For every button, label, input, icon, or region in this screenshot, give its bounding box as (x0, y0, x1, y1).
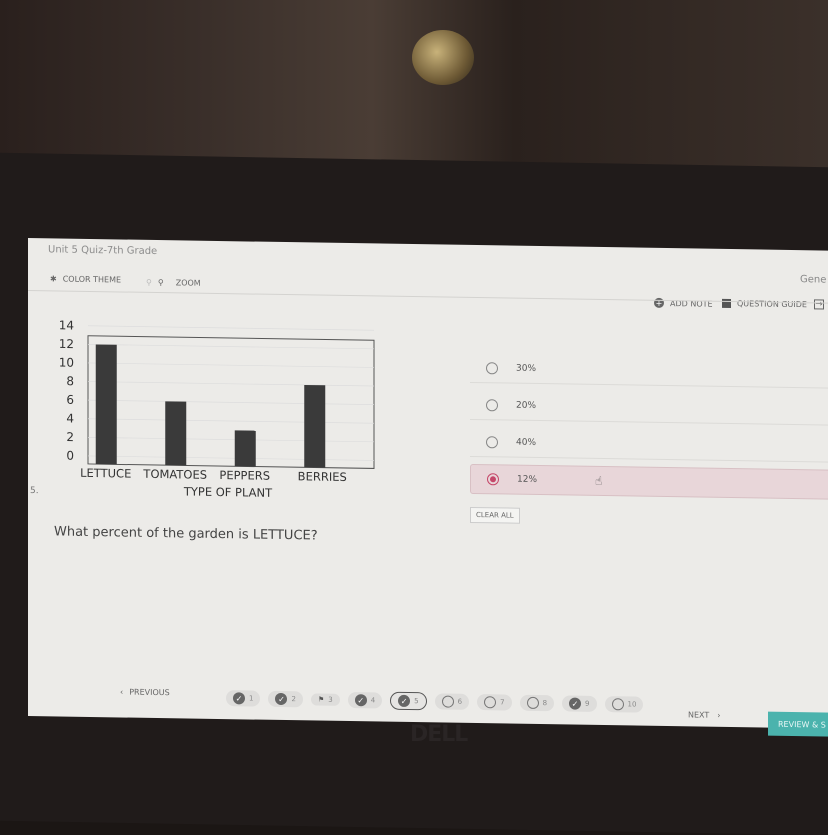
question-nav-7[interactable]: 7 (477, 694, 512, 711)
radio-button[interactable] (486, 361, 498, 374)
option-label: 12% (517, 474, 538, 485)
review-submit-button[interactable]: REVIEW & S (768, 711, 828, 737)
y-tick-label: 6 (66, 393, 74, 407)
gridline (88, 399, 374, 405)
radio-button[interactable] (486, 435, 498, 448)
y-tick-label: 10 (59, 355, 74, 369)
x-tick-label: BERRIES (298, 469, 347, 484)
x-tick-label: PEPPERS (219, 468, 270, 483)
empty-circle-icon (611, 698, 624, 711)
bar-peppers (234, 430, 256, 467)
dell-logo: DELL (410, 722, 468, 747)
x-axis-title: TYPE OF PLANT (183, 484, 273, 499)
check-circle-icon: ✓ (354, 694, 367, 707)
gridline (88, 343, 374, 350)
previous-button[interactable]: ‹ PREVIOUS (120, 687, 170, 697)
next-label: NEXT (688, 710, 710, 720)
check-circle-icon: ✓ (233, 692, 245, 705)
answer-option-2[interactable]: 20% (470, 389, 828, 426)
question-nav-2[interactable]: ✓ 2 (268, 690, 303, 708)
chevron-right-icon: › (717, 710, 721, 720)
bar-lettuce (95, 344, 117, 465)
option-label: 40% (516, 437, 537, 448)
y-tick-label: 4 (66, 411, 74, 425)
gridline (88, 436, 374, 443)
question-number-label: 9 (585, 699, 590, 708)
flag-icon: ⚑ (317, 695, 325, 704)
question-number: 5. (30, 486, 39, 497)
gridline (88, 418, 374, 424)
question-nav-8[interactable]: 8 (519, 694, 555, 712)
x-tick-label: LETTUCE (80, 466, 131, 481)
question-number-label: 4 (370, 696, 376, 705)
gridline (88, 455, 374, 461)
y-tick-label: 12 (59, 337, 74, 351)
quiz-screen: Unit 5 Quiz-7th Grade ✱ COLOR THEME ⚲ ⚲ ZOO… (28, 238, 828, 737)
option-label: 20% (516, 400, 537, 411)
gridline (88, 325, 374, 331)
answer-option-3[interactable]: 40% (470, 426, 828, 463)
question-nav-6[interactable]: 6 (434, 693, 470, 710)
radio-button-selected[interactable] (487, 473, 499, 486)
check-circle-icon: ✓ (398, 694, 411, 708)
bar-berries (304, 384, 326, 468)
y-tick-label: 0 (66, 449, 74, 463)
next-button[interactable]: NEXT › (688, 710, 720, 720)
question-number-label: 3 (328, 695, 333, 704)
question-number-label: 2 (291, 695, 296, 704)
bar-chart: 0 2 4 6 8 10 12 14 LETTUCE TOMATOES PEPPERS BERRIES… (59, 318, 375, 500)
option-label: 30% (516, 363, 537, 374)
y-tick-label: 2 (66, 430, 74, 444)
previous-label: PREVIOUS (129, 687, 170, 698)
question-number-label: 5 (414, 697, 419, 706)
question-nav-9[interactable]: ✓ 9 (562, 695, 597, 712)
empty-circle-icon (526, 696, 539, 710)
answer-option-4[interactable]: 12% ☝ (470, 463, 828, 500)
hand-cursor-icon: ☝ (595, 473, 603, 489)
check-circle-icon: ✓ (275, 692, 288, 706)
radio-button[interactable] (486, 398, 498, 411)
question-number-label: 6 (457, 697, 463, 706)
answer-option-1[interactable]: 30% (470, 352, 828, 389)
chevron-left-icon: ‹ (120, 687, 124, 697)
empty-circle-icon (441, 695, 454, 708)
gridline (88, 381, 374, 387)
question-navigator: ✓ 1 ✓ 2 ⚑ 3 ✓ 4 ✓ 5 6 7 8 ✓ 9 10 (226, 689, 651, 714)
gridline (88, 362, 374, 368)
question-nav-1[interactable]: ✓ 1 (226, 690, 261, 707)
clear-all-button[interactable]: CLEAR ALL (470, 506, 520, 524)
empty-circle-icon (484, 696, 497, 709)
question-nav-4[interactable]: ✓ 4 (347, 692, 383, 709)
question-number-label: 8 (542, 699, 548, 708)
question-text: What percent of the garden is LETTUCE? (54, 524, 318, 544)
x-tick-label: TOMATOES (142, 467, 207, 482)
question-nav-10[interactable]: 10 (604, 696, 644, 713)
question-number-label: 7 (500, 698, 505, 707)
question-number-label: 10 (627, 700, 637, 709)
door-knob (412, 30, 474, 85)
question-nav-3[interactable]: ⚑ 3 (310, 693, 340, 706)
y-tick-label: 8 (66, 374, 74, 388)
exit-icon[interactable]: → (814, 299, 824, 310)
check-circle-icon: ✓ (569, 697, 582, 710)
question-nav-5[interactable]: ✓ 5 (390, 691, 427, 711)
question-number-label: 1 (249, 694, 254, 703)
user-name: Gene (800, 274, 827, 286)
background-photo (0, 0, 828, 185)
y-tick-label: 14 (59, 318, 74, 332)
bar-tomatoes (165, 401, 187, 466)
